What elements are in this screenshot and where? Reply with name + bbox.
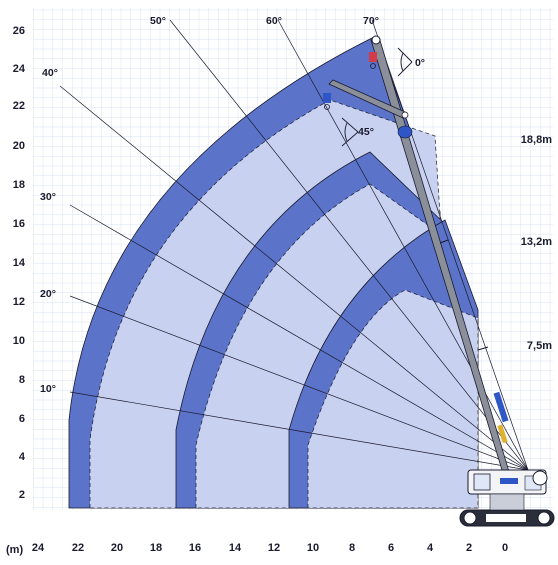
boom-angle-label: 40° [42,67,58,79]
boom-angle-label: 20° [40,288,56,300]
crane-cab [473,473,491,491]
y-tick-label: 20 [13,140,25,152]
x-tick-label: 12 [268,542,280,554]
boom-angle-label: 30° [40,191,56,203]
y-tick-label: 10 [13,335,25,347]
jib-angle-45-symbol [341,117,359,147]
jib-pivot [401,111,409,119]
x-axis-ticks: 24 22 20 18 16 14 12 10 8 6 4 2 0 [32,542,508,554]
y-tick-label: 18 [13,179,25,191]
angle-ray [69,204,529,471]
x-tick-label: 0 [502,542,508,554]
boom-angle-label: 10° [40,383,56,395]
x-tick-label: 2 [466,542,472,554]
y-tick-label: 4 [19,451,26,463]
crane-carrier [459,469,555,527]
boom-angle-label: 70° [363,15,379,27]
angle-ray [169,19,529,471]
y-tick-label: 14 [13,257,26,269]
jib-angle-labels: 0° 45° [358,57,425,138]
jib-0-hook [369,52,377,69]
angle-ray [69,295,529,471]
track-plate [486,514,526,522]
boom-section-mark [439,239,449,244]
jib-angle-label: 45° [358,126,374,138]
hook-red [370,63,376,69]
angle-ray [371,19,529,471]
x-tick-label: 16 [189,542,201,554]
boom-pivot [532,470,548,486]
zone-7-5m-inner [307,289,479,509]
y-tick-label: 6 [19,413,25,425]
boom-angle-label: 50° [150,15,166,27]
x-tick-label: 8 [349,542,355,554]
units-label: (m) [6,544,23,556]
x-tick-label: 6 [388,542,394,554]
turntable [489,493,525,511]
x-tick-label: 10 [307,542,319,554]
boom-section-mark-2 [477,346,489,351]
track-wheel-right [537,511,551,525]
y-tick-label: 22 [13,100,25,112]
y-tick-label: 8 [19,374,25,386]
hook-block-blue [323,93,331,103]
x-tick-label: 22 [72,542,84,554]
boom-length-label: 7,5m [527,340,552,352]
jib-angle-label: 0° [415,57,425,69]
y-tick-label: 12 [13,296,25,308]
boom-length-label: 13,2m [521,236,552,248]
hook-blue [324,104,330,110]
y-tick-label: 26 [13,25,25,37]
boom-angle-label: 60° [266,15,282,27]
y-tick-label: 16 [13,218,25,230]
angle-ray [59,85,529,471]
x-tick-label: 24 [32,542,45,554]
y-tick-label: 2 [19,489,25,501]
boom-hoist-winch [397,125,413,139]
track-wheel-left [463,511,477,525]
angle-ray [69,391,529,471]
x-tick-label: 20 [111,542,123,554]
x-tick-label: 14 [229,542,242,554]
x-tick-label: 4 [427,542,434,554]
boom-head-pulley [371,35,381,45]
boom-length-label: 18,8m [521,134,552,146]
boom-angle-labels: 10° 20° 30° 40° 50° 60° 70° [40,15,379,395]
jib-angle-0-symbol [397,47,413,77]
y-tick-label: 24 [13,63,26,75]
boom-yellow-stripe [497,424,508,444]
jib-45 [323,79,413,139]
boom-length-labels: 18,8m 13,2m 7,5m [521,134,552,352]
crane-logo-plate [500,478,518,484]
boom-brand-stripe [493,391,509,423]
hook-block-red [369,52,377,62]
x-tick-label: 18 [150,542,162,554]
